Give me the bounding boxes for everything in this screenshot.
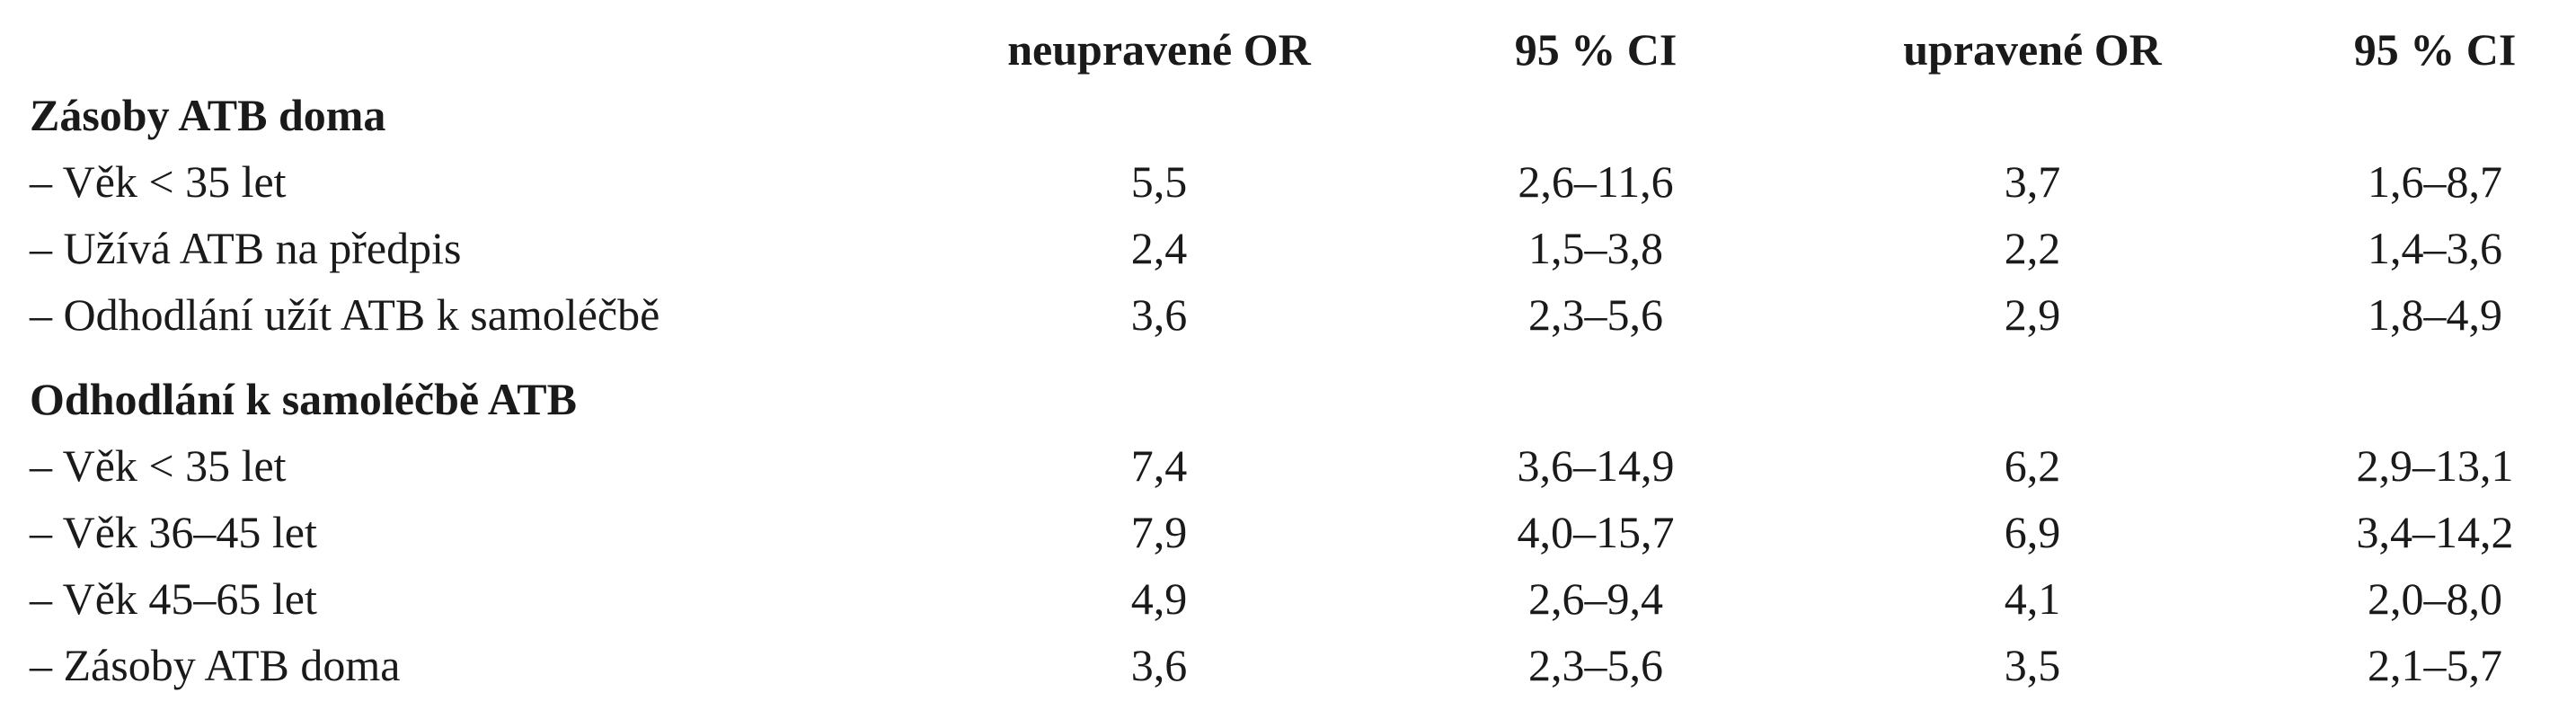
- row-label: – Zásoby ATB doma: [30, 640, 401, 690]
- cell: 1,5–3,8: [1528, 223, 1663, 273]
- column-header: 95 % CI: [1514, 24, 1677, 75]
- cell: 2,0–8,0: [2368, 573, 2502, 624]
- cell: 7,9: [1130, 507, 1188, 557]
- cell: 3,5: [2004, 640, 2061, 690]
- cell: 2,6–9,4: [1528, 573, 1663, 624]
- cell: 1,6–8,7: [2368, 156, 2502, 207]
- cell: 7,4: [1130, 440, 1188, 491]
- cell: 2,9: [2004, 289, 2061, 340]
- cell: 4,9: [1130, 573, 1188, 624]
- cell: 1,8–4,9: [2368, 289, 2502, 340]
- row-label: – Užívá ATB na předpis: [30, 223, 462, 273]
- cell: 2,1–5,7: [2368, 640, 2502, 690]
- cell: 5,5: [1130, 156, 1188, 207]
- group-title: Zásoby ATB doma: [30, 90, 386, 140]
- cell: 4,1: [2004, 573, 2061, 624]
- cell: 3,4–14,2: [2356, 507, 2514, 557]
- cell: 2,3–5,6: [1528, 289, 1663, 340]
- cell: 1,4–3,6: [2368, 223, 2502, 273]
- row-label: – Věk 45–65 let: [30, 573, 317, 624]
- column-header: neupravené OR: [1007, 24, 1311, 75]
- cell: 2,4: [1130, 223, 1188, 273]
- cell: 6,9: [2004, 507, 2061, 557]
- row-label: – Odhodlání užít ATB k samoléčbě: [30, 289, 660, 340]
- row-label: – Věk 36–45 let: [30, 507, 317, 557]
- row-label: – Věk < 35 let: [30, 440, 287, 491]
- cell: 2,2: [2004, 223, 2061, 273]
- cell: 2,3–5,6: [1528, 640, 1663, 690]
- cell: 6,2: [2004, 440, 2061, 491]
- row-label: – Věk < 35 let: [30, 156, 287, 207]
- column-header: upravené OR: [1903, 24, 2162, 75]
- cell: 3,7: [2004, 156, 2061, 207]
- cell: 2,9–13,1: [2356, 440, 2514, 491]
- column-header: 95 % CI: [2353, 24, 2517, 75]
- cell: 3,6: [1130, 640, 1188, 690]
- cell: 2,6–11,6: [1518, 156, 1674, 207]
- cell: 3,6: [1130, 289, 1188, 340]
- group-title: Odhodlání k samoléčbě ATB: [30, 374, 577, 424]
- cell: 4,0–15,7: [1517, 507, 1675, 557]
- cell: 3,6–14,9: [1517, 440, 1675, 491]
